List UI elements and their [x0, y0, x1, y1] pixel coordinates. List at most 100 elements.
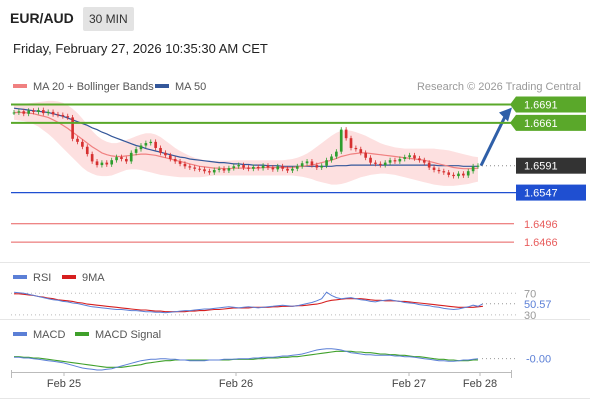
candle-body — [383, 162, 387, 166]
candle — [232, 163, 236, 171]
timeframe-badge[interactable]: 30 MIN — [83, 7, 134, 31]
candle-body — [105, 162, 109, 165]
x-tick-label: Feb 27 — [392, 378, 426, 390]
candle — [105, 160, 109, 167]
candle — [427, 160, 431, 170]
candle-body — [330, 156, 333, 161]
candle — [168, 152, 172, 162]
candle — [432, 165, 436, 173]
candle-body — [276, 166, 280, 170]
candle — [61, 112, 65, 119]
candle-body — [261, 165, 265, 169]
legend-macd-label: MACD — [33, 329, 65, 341]
legend-ma50-swatch — [155, 84, 169, 88]
x-tick-label: Feb 28 — [463, 378, 497, 390]
candle-body — [198, 168, 201, 170]
candle-body — [237, 165, 241, 167]
level-1-6547-label: 1.6547 — [524, 188, 558, 200]
candle-body — [149, 141, 153, 144]
candle — [266, 163, 270, 170]
candle-body — [129, 152, 133, 162]
candle-body — [359, 149, 363, 153]
candle-body — [159, 147, 162, 153]
candle — [134, 146, 138, 156]
candle-body — [76, 138, 79, 142]
candle — [203, 166, 206, 174]
candle — [462, 171, 465, 178]
candle-body — [305, 161, 309, 164]
candle — [154, 139, 157, 151]
candle — [208, 168, 211, 175]
candle — [295, 163, 299, 172]
candle — [305, 158, 309, 166]
rsi-ma-line — [14, 293, 483, 313]
candle-body — [315, 165, 319, 168]
candle-body — [85, 146, 89, 155]
candle-body — [208, 171, 211, 173]
candle-body — [310, 161, 314, 166]
candle — [310, 158, 314, 168]
rsi-level-70: 70 — [524, 288, 536, 300]
candle — [403, 154, 407, 162]
candle — [85, 144, 89, 157]
candle — [251, 164, 255, 172]
candle — [129, 150, 133, 164]
candle — [173, 156, 177, 164]
candle-body — [193, 167, 197, 169]
candle — [271, 165, 275, 172]
candle-body — [393, 160, 397, 162]
candle — [193, 165, 197, 172]
level-1-6496-label: 1.6496 — [524, 219, 558, 231]
candle — [291, 166, 294, 174]
x-axis: Feb 25 Feb 26 Feb 27 Feb 28 — [11, 370, 512, 390]
candle-body — [66, 116, 70, 118]
candle-body — [320, 165, 324, 168]
candle — [149, 139, 153, 146]
candle — [325, 157, 328, 169]
candle-body — [427, 162, 431, 168]
candle-body — [120, 157, 123, 159]
candle-body — [81, 141, 84, 147]
candle-body — [100, 162, 104, 166]
chart-datetime: Friday, February 27, 2026 10:35:30 AM CE… — [13, 41, 268, 56]
candle-body — [27, 110, 30, 114]
candle-body — [56, 114, 60, 116]
legend-ma50-label: MA 50 — [175, 81, 206, 93]
candle — [95, 158, 99, 168]
candle — [471, 163, 475, 174]
rsi-line — [13, 291, 484, 314]
forecast-arrow-head — [499, 107, 512, 122]
candle-body — [110, 160, 114, 165]
x-tick-label: Feb 25 — [47, 378, 81, 390]
candle-body — [61, 114, 65, 117]
candle — [227, 165, 231, 174]
legend-ma20-swatch — [13, 84, 27, 88]
candle — [276, 163, 280, 172]
candle-body — [41, 110, 45, 114]
level-1-6661-label: 1.6661 — [524, 118, 558, 130]
candle-body — [46, 111, 50, 114]
candle-body — [442, 171, 446, 173]
candle-body — [422, 160, 426, 163]
candle-body — [281, 166, 284, 169]
candle — [159, 145, 162, 156]
candle — [222, 166, 226, 174]
candle-body — [300, 163, 304, 167]
candle-body — [232, 166, 236, 169]
candle — [374, 160, 377, 167]
candle — [320, 163, 324, 170]
level-1-6466-label: 1.6466 — [524, 237, 558, 249]
candle — [408, 152, 411, 160]
candle — [66, 113, 70, 120]
legend-ma20: MA 20 + Bollinger Bands — [13, 81, 154, 93]
candle — [22, 108, 26, 117]
candle-body — [335, 151, 338, 157]
candle-body — [462, 173, 465, 176]
candle-body — [95, 161, 99, 166]
candle — [335, 149, 338, 159]
candle-body — [173, 158, 177, 162]
candle-body — [413, 155, 416, 159]
candle-body — [378, 163, 382, 166]
candle-body — [452, 174, 455, 177]
research-credit: Research © 2026 Trading Central — [417, 81, 581, 93]
